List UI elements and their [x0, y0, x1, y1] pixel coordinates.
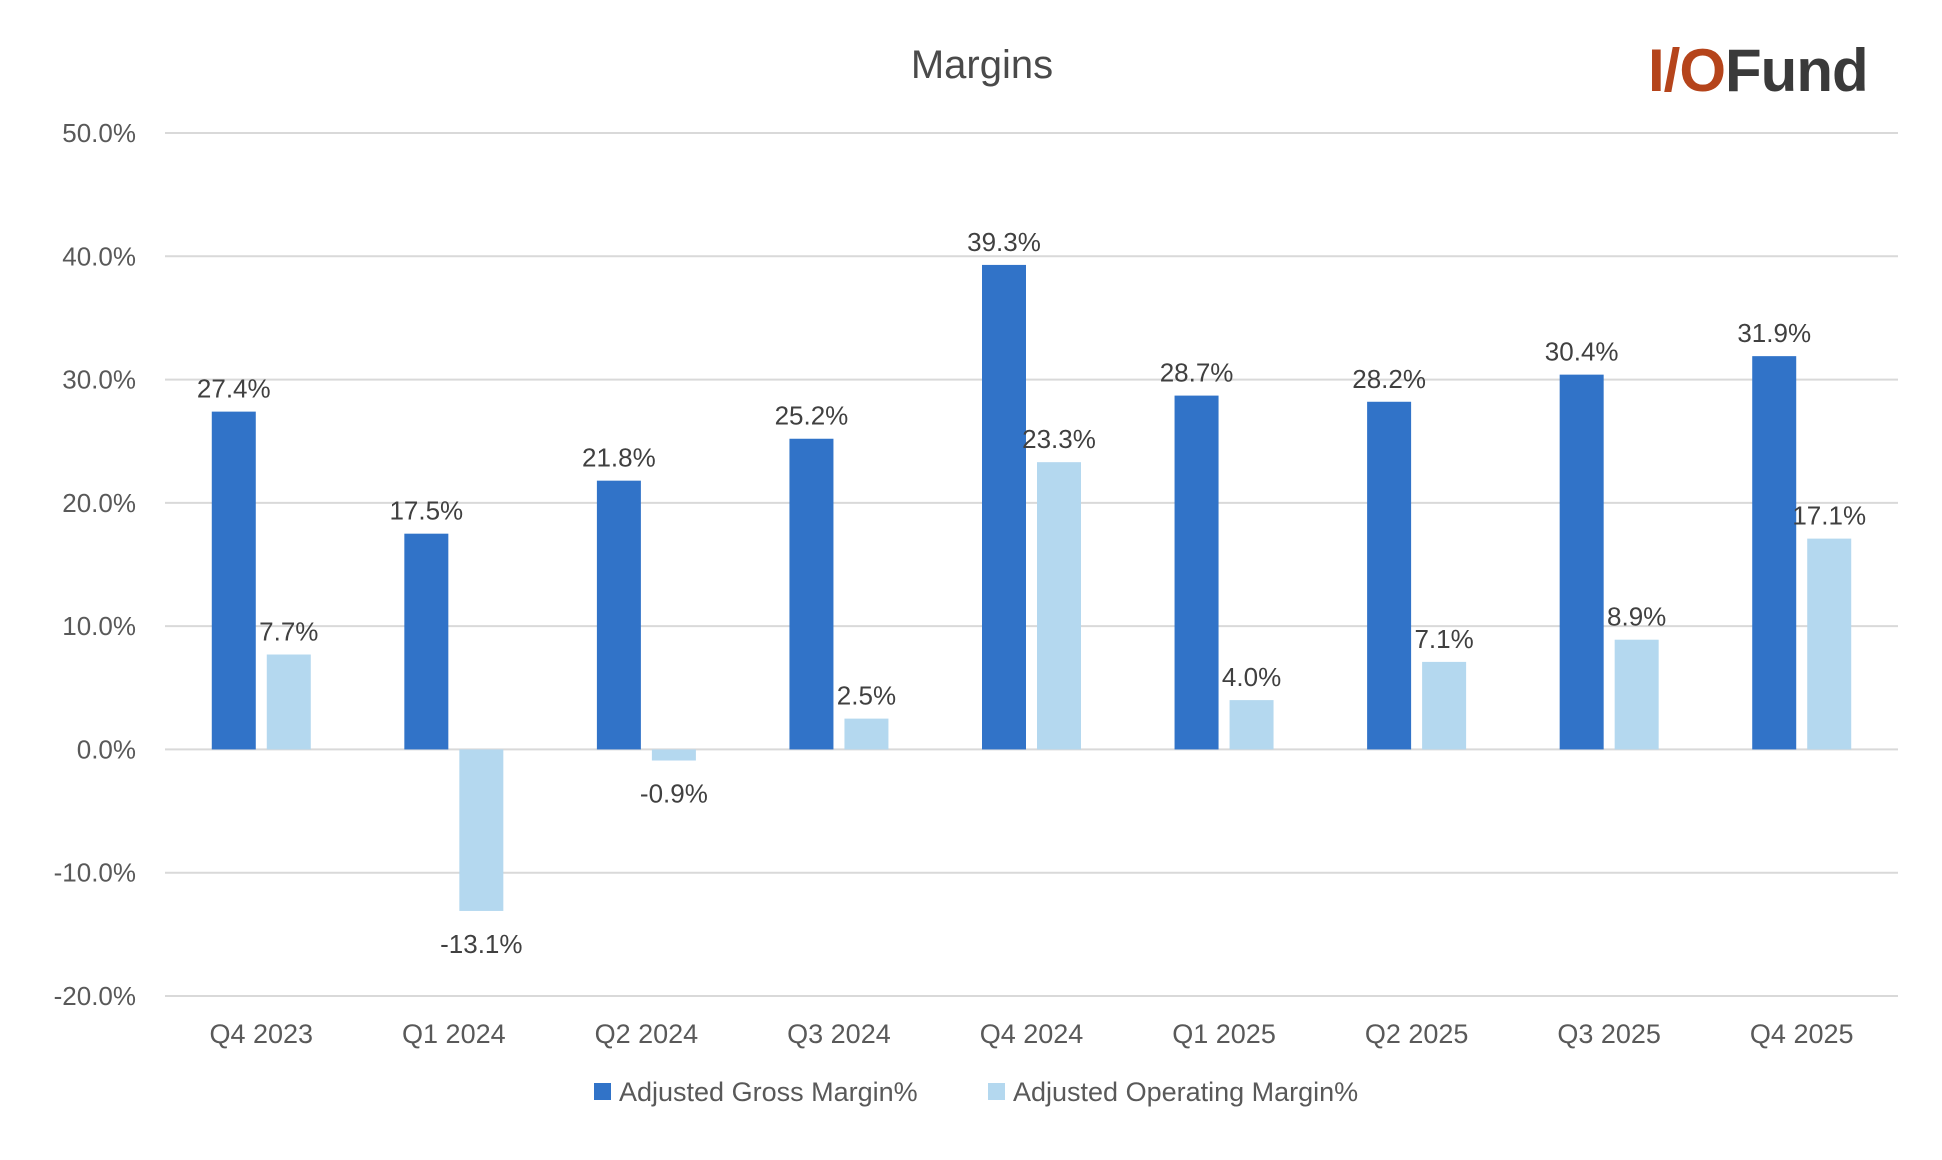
bar-operating-margin — [651, 749, 696, 761]
bar-gross-margin — [404, 533, 449, 750]
y-tick-label: -10.0% — [54, 858, 136, 888]
legend-swatch — [988, 1083, 1005, 1100]
data-label-operating-margin: 7.1% — [1414, 624, 1473, 654]
data-label-operating-margin: 4.0% — [1222, 662, 1281, 692]
legend-entry: Adjusted Gross Margin% — [619, 1077, 918, 1107]
bar-operating-margin — [1422, 661, 1467, 750]
bar-operating-margin — [844, 718, 889, 750]
x-category-label: Q2 2024 — [595, 1019, 699, 1049]
y-tick-label: 40.0% — [62, 241, 136, 271]
bar-gross-margin — [1174, 395, 1219, 750]
bar-operating-margin — [1807, 538, 1852, 750]
y-tick-label: 50.0% — [62, 118, 136, 148]
data-label-gross-margin: 21.8% — [582, 443, 656, 473]
bars — [211, 264, 1852, 911]
data-label-operating-margin: 8.9% — [1607, 602, 1666, 632]
data-label-operating-margin: 17.1% — [1792, 501, 1866, 531]
y-tick-label: 10.0% — [62, 611, 136, 641]
data-label-operating-margin: 2.5% — [837, 681, 896, 711]
data-label-gross-margin: 39.3% — [967, 227, 1041, 257]
data-label-operating-margin: -0.9% — [640, 779, 708, 809]
y-tick-label: -20.0% — [54, 981, 136, 1011]
legend-entry: Adjusted Operating Margin% — [1013, 1077, 1358, 1107]
x-category-label: Q3 2025 — [1557, 1019, 1661, 1049]
gridlines — [165, 132, 1898, 997]
bar-gross-margin — [982, 264, 1026, 750]
bar-operating-margin — [1614, 639, 1659, 750]
x-category-label: Q3 2024 — [787, 1019, 891, 1049]
bar-gross-margin — [789, 438, 834, 750]
x-category-label: Q1 2024 — [402, 1019, 506, 1049]
data-label-gross-margin: 28.2% — [1352, 364, 1426, 394]
y-axis-tick-labels: 50.0% 40.0% 30.0% 20.0% 10.0% 0.0% -10.0% -20.0… — [54, 118, 136, 1011]
x-category-label: Q2 2025 — [1365, 1019, 1469, 1049]
data-label-operating-margin: -13.1% — [440, 929, 522, 959]
bar-operating-margin — [459, 749, 504, 911]
x-category-label: Q4 2024 — [980, 1019, 1084, 1049]
bar-gross-margin — [211, 411, 256, 750]
legend: Adjusted Gross Margin% Adjusted Operating… — [594, 1077, 1358, 1107]
bar-operating-margin — [266, 654, 311, 750]
data-label-gross-margin: 27.4% — [197, 374, 271, 404]
data-label-operating-margin: 23.3% — [1022, 424, 1096, 454]
y-tick-label: 0.0% — [77, 734, 136, 764]
data-label-gross-margin: 28.7% — [1160, 358, 1234, 388]
data-label-gross-margin: 25.2% — [775, 401, 849, 431]
x-category-label: Q1 2025 — [1172, 1019, 1276, 1049]
io-fund-logo: I/OFund — [1648, 36, 1908, 106]
bar-operating-margin — [1229, 700, 1274, 750]
logo-part-io: I/O — [1648, 37, 1726, 104]
bar-operating-margin — [1037, 462, 1081, 750]
x-category-label: Q4 2025 — [1750, 1019, 1854, 1049]
bar-gross-margin — [1752, 356, 1797, 750]
data-labels: 27.4% 7.7% 17.5% -13.1% 21.8% -0.9% 25.2% 2.5% 3… — [197, 227, 1866, 959]
bar-gross-margin — [1367, 401, 1412, 750]
logo-part-fund: Fund — [1725, 37, 1869, 104]
x-axis-category-labels: Q4 2023 Q1 2024 Q2 2024 Q3 2024 Q4 2024 Q1 20… — [209, 1019, 1853, 1049]
data-label-gross-margin: 31.9% — [1737, 318, 1811, 348]
data-label-operating-margin: 7.7% — [259, 616, 318, 646]
bar-gross-margin — [1559, 374, 1604, 750]
legend-swatch — [594, 1083, 611, 1100]
y-tick-label: 30.0% — [62, 365, 136, 395]
bar-gross-margin — [596, 480, 641, 750]
data-label-gross-margin: 30.4% — [1545, 337, 1619, 367]
data-label-gross-margin: 17.5% — [389, 496, 463, 526]
chart-title: Margins — [911, 43, 1053, 87]
x-category-label: Q4 2023 — [209, 1019, 313, 1049]
y-tick-label: 20.0% — [62, 488, 136, 518]
